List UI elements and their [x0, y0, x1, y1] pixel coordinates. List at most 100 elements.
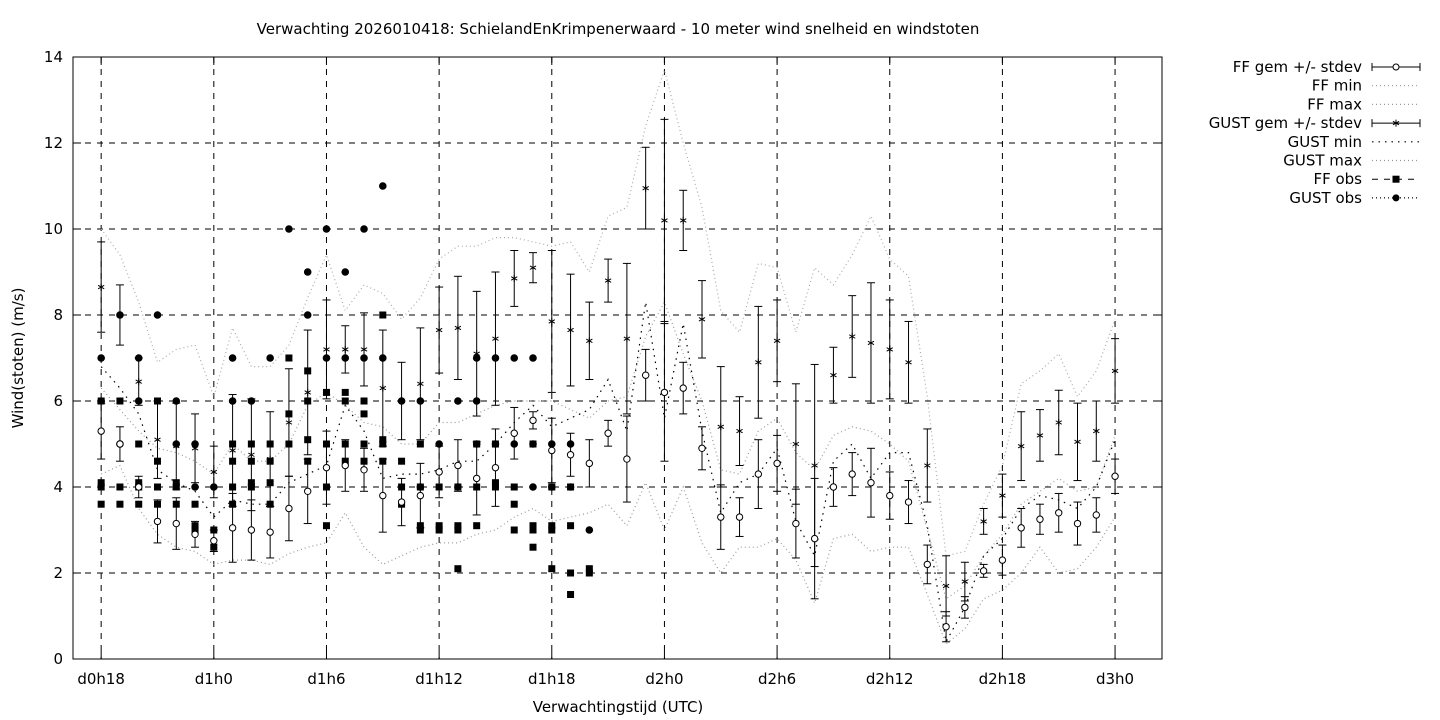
ff-mean-point — [1036, 515, 1044, 523]
ff-obs-point — [416, 526, 424, 534]
ff-obs-point — [454, 522, 462, 530]
gust-mean-point — [266, 455, 274, 463]
ff-obs-point — [435, 483, 443, 491]
ff-obs-point — [304, 436, 312, 444]
gust-mean-point — [473, 350, 480, 358]
ff-obs-point — [435, 522, 443, 530]
ff-obs-point — [153, 457, 161, 465]
x-tick-label: d3h0 — [1096, 670, 1134, 688]
ff-obs-point — [510, 526, 518, 534]
ff-mean-point — [773, 459, 781, 468]
ff-obs-point — [360, 397, 368, 405]
gust-mean-point — [360, 345, 368, 353]
ff-obs-point — [341, 457, 349, 465]
ff-obs-point — [548, 522, 556, 530]
ff-mean-point — [979, 567, 988, 575]
gust-obs-point — [303, 311, 312, 319]
plot-area — [97, 67, 1120, 645]
gust-obs-point — [322, 225, 331, 233]
gust-mean-point — [379, 384, 387, 392]
gust-mean-point — [980, 517, 987, 525]
ff-obs-point — [341, 397, 349, 405]
ff-mean-point — [1111, 472, 1119, 480]
gust-mean-point — [304, 388, 311, 396]
ff-mean-point — [585, 459, 594, 468]
gust-mean-point — [773, 337, 781, 345]
ff-obs-point — [585, 565, 593, 573]
y-tick-label: 8 — [53, 306, 63, 324]
ff-mean-point — [679, 384, 687, 392]
gust-obs-point — [134, 354, 143, 362]
ff-mean-point — [548, 446, 556, 455]
axis-ticks: 0 2 4 6 8 10 12 14 d0h18 d1h0 d1h6 d1h12 d1h18 d2h0 d2… — [44, 48, 1162, 688]
ff-obs-point — [548, 526, 556, 534]
ff-mean-point — [210, 537, 218, 545]
ff-mean-point — [886, 491, 894, 500]
ff-obs-point — [304, 397, 312, 405]
gust-mean-point — [492, 335, 499, 343]
gust-obs-point — [454, 483, 462, 491]
x-tick-label: d2h0 — [645, 670, 683, 688]
ff-mean-point — [623, 455, 631, 463]
ff-obs-point — [229, 457, 237, 465]
gust-obs-point — [435, 440, 443, 448]
chart-title: Verwachting 2026010418: SchielandEnKrimp… — [257, 20, 980, 38]
x-tick-label: d2h12 — [866, 670, 914, 688]
gust-obs-point — [529, 354, 537, 362]
y-tick-label: 0 — [53, 650, 63, 668]
ff-mean-point — [341, 461, 349, 470]
gust-obs-point — [416, 483, 425, 491]
gust-mean-point — [248, 451, 255, 459]
gust-mean-point — [961, 578, 969, 586]
ff-mean-point — [829, 483, 838, 491]
ff-mean-point — [754, 470, 763, 478]
ff-obs-point — [247, 483, 255, 491]
legend-swatch-marker — [1392, 175, 1400, 183]
gust-obs-point — [472, 354, 481, 362]
gust-obs-point — [529, 440, 537, 448]
ff-mean-point — [360, 466, 368, 474]
ff-mean-point — [904, 498, 913, 506]
ff-obs-point — [322, 440, 330, 448]
gust-obs-point — [491, 354, 500, 362]
ff-obs-point — [379, 311, 387, 319]
gust-obs-point — [285, 225, 293, 233]
gust-obs-point — [360, 354, 368, 362]
ff-mean-point — [454, 461, 462, 470]
gust-mean-point — [567, 326, 574, 334]
ff-obs-point — [379, 436, 387, 444]
ff-obs-point — [172, 479, 180, 487]
legend-swatch-marker — [1392, 194, 1400, 202]
y-tick-label: 6 — [53, 392, 63, 410]
legend-label: GUST gem +/- stdev — [1209, 114, 1362, 132]
ff-obs-point — [285, 354, 293, 362]
ff-obs-point — [285, 440, 293, 448]
gust-mean-point — [454, 324, 462, 332]
ff-max-line — [100, 300, 1116, 600]
gust-mean-point — [1111, 367, 1119, 375]
ff-obs-point — [379, 440, 387, 448]
gust-mean-point — [924, 462, 931, 469]
gust-mean-point — [1055, 419, 1063, 426]
gust-mean-point — [999, 492, 1006, 500]
ff-obs-point — [473, 483, 481, 491]
ff-obs-point — [585, 569, 593, 577]
ff-mean-point — [116, 440, 124, 448]
ff-obs-point — [435, 526, 443, 534]
ff-obs-point — [266, 500, 274, 508]
gust-obs-point — [510, 354, 519, 362]
ff-mean-point — [923, 560, 932, 569]
gust-mean-point — [830, 371, 837, 379]
gust-mean-point — [323, 345, 330, 353]
legend-label: FF max — [1307, 95, 1362, 113]
gust-mean-point — [848, 333, 856, 340]
gust-obs-point — [510, 440, 519, 448]
ff-obs-point — [229, 500, 237, 508]
ff-obs-point — [266, 479, 274, 487]
ff-mean-point — [1073, 519, 1082, 528]
gust-obs-point — [491, 440, 500, 448]
gust-mean-point — [285, 419, 293, 426]
ff-obs-point — [548, 565, 556, 573]
ff-mean-point — [1017, 524, 1025, 532]
